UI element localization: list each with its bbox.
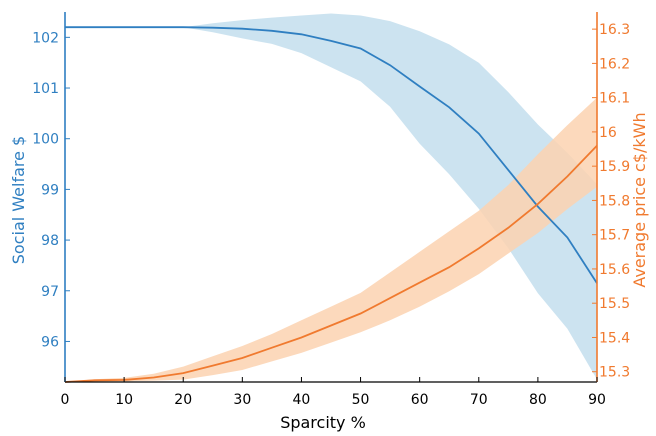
- x-tick-label: 30: [233, 392, 251, 408]
- x-tick-label: 20: [174, 392, 192, 408]
- right-y-tick-label: 15.9: [599, 159, 630, 175]
- price-series-line: [64, 144, 598, 383]
- right-y-tick-label: 15.5: [599, 296, 630, 312]
- right-y-tick-label: 16: [599, 125, 617, 141]
- right-y-tick-label: 16.1: [599, 91, 630, 107]
- x-tick-label: 80: [529, 392, 547, 408]
- x-tick-label: 90: [588, 392, 606, 408]
- x-axis-title: Sparcity %: [280, 413, 366, 432]
- x-tick-label: 40: [293, 392, 311, 408]
- x-tick-label: 60: [411, 392, 429, 408]
- right-y-tick-label: 15.4: [599, 330, 630, 346]
- x-tick-label: 50: [352, 392, 370, 408]
- left-y-tick-label: 101: [32, 81, 59, 97]
- left-y-tick-label: 102: [32, 30, 59, 46]
- left-y-axis-title: Social Welfare $: [9, 136, 28, 264]
- right-y-tick-label: 15.6: [599, 262, 630, 278]
- right-y-tick-label: 16.2: [599, 56, 630, 72]
- axes: 0 10 20 30 40 50 60 70 80 90 96 97 98 99 100 101 102 15.3…: [32, 12, 630, 408]
- left-y-tick-label: 100: [32, 132, 59, 148]
- welfare-series-line: [65, 26, 598, 284]
- right-y-tick-label: 15.3: [599, 365, 630, 381]
- left-y-tick-label: 96: [41, 334, 59, 350]
- series-lines: [64, 26, 598, 383]
- x-tick-label: 0: [61, 392, 70, 408]
- right-y-tick-label: 15.7: [599, 228, 630, 244]
- right-y-axis-title: Average price c$/kWh: [630, 112, 649, 287]
- welfare-confidence-band: [65, 13, 597, 380]
- left-y-tick-label: 98: [41, 233, 59, 249]
- right-y-tick-label: 16.3: [599, 22, 630, 38]
- confidence-bands: [65, 13, 597, 382]
- x-tick-label: 70: [470, 392, 488, 408]
- left-y-tick-label: 97: [41, 284, 59, 300]
- left-y-tick-label: 99: [41, 182, 59, 198]
- x-tick-label: 10: [115, 392, 133, 408]
- right-y-tick-label: 15.8: [599, 193, 630, 209]
